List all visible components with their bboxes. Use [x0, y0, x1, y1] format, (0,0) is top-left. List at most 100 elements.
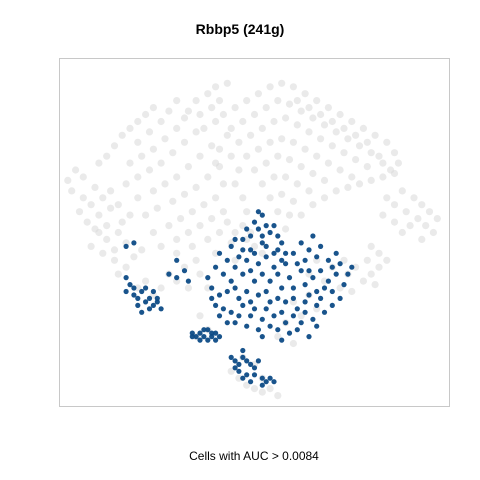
active-cell-point: [135, 302, 141, 308]
background-cell-point: [227, 152, 235, 160]
background-cell-point: [383, 256, 391, 264]
background-cell-point: [165, 107, 173, 115]
active-cell-point: [240, 236, 246, 242]
background-cell-point: [278, 190, 286, 198]
active-cell-point: [127, 282, 133, 288]
background-cell-point: [336, 166, 344, 174]
background-cell-point: [383, 194, 391, 202]
background-cell-point: [328, 142, 336, 150]
active-cell-point: [279, 337, 285, 343]
active-cell-point: [329, 288, 335, 295]
background-cell-point: [149, 145, 157, 153]
background-cell-point: [212, 117, 220, 126]
background-cell-point: [95, 211, 103, 219]
background-cell-point: [344, 183, 352, 191]
background-cell-point: [297, 312, 305, 320]
active-cell-point: [224, 288, 230, 295]
background-cell-point: [180, 190, 189, 198]
active-cell-point: [174, 257, 180, 263]
background-cell-point: [258, 388, 266, 396]
background-cell-point: [340, 256, 348, 264]
active-cell-point: [236, 368, 242, 374]
background-cell-point: [153, 204, 161, 212]
active-cell-point: [248, 233, 254, 239]
active-cell-point: [244, 288, 250, 295]
background-cell-point: [324, 159, 332, 167]
active-cell-point: [259, 334, 265, 340]
background-cell-point: [239, 222, 247, 230]
background-cell-point: [204, 90, 212, 98]
background-cell-point: [110, 246, 119, 254]
active-cell-point: [294, 306, 300, 312]
background-cell-point: [208, 215, 216, 223]
active-cell-point: [213, 330, 219, 336]
active-cell-point: [325, 278, 331, 284]
active-cell-point: [131, 240, 137, 246]
plot-frame: [59, 58, 450, 407]
active-cell-point: [283, 320, 289, 326]
active-cell-point: [240, 375, 246, 381]
background-cell-point: [184, 163, 192, 171]
background-cell-point: [305, 128, 313, 136]
background-cell-point: [297, 211, 305, 219]
background-cell-point: [258, 180, 266, 188]
active-cell-point: [283, 299, 289, 305]
active-cell-point: [216, 313, 223, 319]
active-cell-point: [146, 306, 153, 312]
active-cell-point: [205, 275, 211, 281]
active-cell-point: [279, 309, 285, 315]
active-cell-point: [271, 264, 277, 270]
background-cell-point: [367, 270, 375, 278]
active-cell-point: [310, 316, 316, 322]
background-cell-point: [79, 173, 87, 181]
background-cell-point: [231, 180, 239, 188]
background-cell-point: [410, 194, 418, 202]
background-cell-point: [118, 218, 126, 226]
active-cell-point: [314, 288, 320, 295]
background-cell-point: [309, 169, 317, 178]
background-cell-point: [138, 152, 146, 160]
active-cell-point: [314, 254, 320, 260]
background-cell-point: [239, 117, 247, 126]
active-cell-point: [337, 295, 343, 301]
background-cell-point: [352, 156, 360, 164]
active-cell-point: [131, 292, 137, 298]
active-cell-point: [329, 264, 335, 270]
background-cell-point: [200, 124, 208, 132]
background-cell-point: [320, 194, 329, 202]
background-cell-point: [418, 235, 426, 243]
background-cell-point: [317, 135, 325, 143]
background-cell-point: [274, 333, 282, 341]
background-cell-point: [243, 97, 251, 105]
background-cell-point: [196, 110, 204, 119]
background-cell-point: [134, 173, 142, 181]
active-cell-point: [123, 275, 129, 281]
background-cell-point: [134, 117, 142, 126]
background-cell-point: [204, 284, 212, 292]
active-cell-point: [333, 250, 339, 256]
active-cell-point: [325, 257, 331, 263]
background-cell-point: [262, 159, 270, 167]
background-cell-point: [348, 117, 356, 126]
background-cell-point: [204, 235, 212, 243]
background-cell-point: [379, 159, 387, 167]
background-cell-point: [219, 208, 227, 216]
background-cell-point: [212, 159, 220, 167]
active-cell-point: [263, 288, 269, 295]
background-cell-point: [134, 138, 142, 146]
background-cell-point: [359, 277, 367, 285]
active-cell-point: [302, 257, 308, 263]
background-cell-point: [142, 110, 150, 119]
background-cell-point: [103, 235, 111, 243]
background-cell-point: [231, 228, 239, 237]
background-cell-point: [282, 114, 290, 122]
active-cell-point: [267, 375, 273, 381]
active-cell-point: [267, 299, 273, 305]
active-cell-point: [232, 264, 238, 270]
background-cell-point: [371, 131, 379, 139]
background-cell-point: [418, 201, 426, 209]
background-cell-point: [266, 194, 274, 202]
background-cell-point: [402, 208, 410, 216]
active-cell-point: [150, 302, 156, 308]
background-cell-point: [99, 194, 107, 202]
